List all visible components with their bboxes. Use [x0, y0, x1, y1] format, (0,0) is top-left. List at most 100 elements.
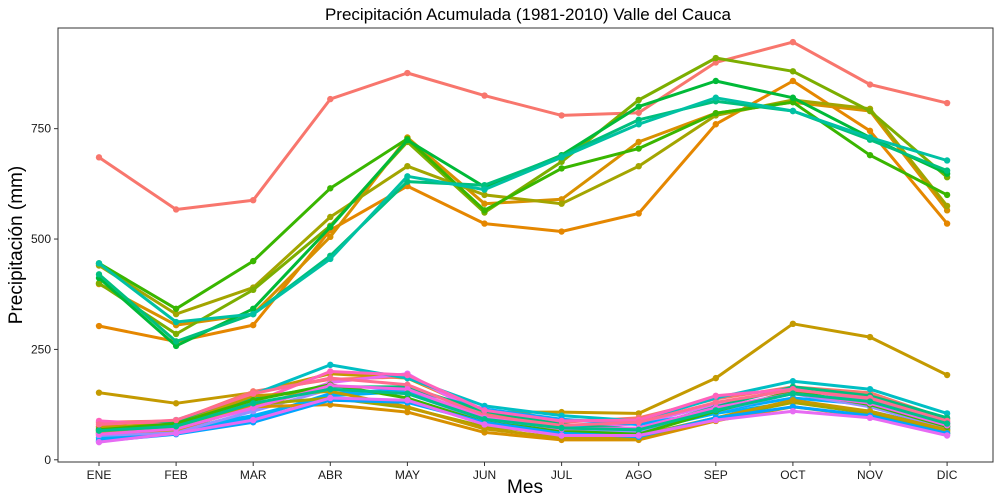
- x-tick-label: ABR: [318, 468, 343, 482]
- data-point: [481, 421, 488, 428]
- data-point: [712, 416, 719, 424]
- data-point: [95, 421, 103, 428]
- data-point: [789, 403, 797, 411]
- data-point: [712, 110, 719, 117]
- series-line: [97, 398, 949, 443]
- data-point: [250, 257, 257, 265]
- data-point: [635, 109, 642, 116]
- y-tick-label: 0: [44, 453, 51, 467]
- data-point: [95, 260, 103, 267]
- data-point: [95, 438, 103, 446]
- data-point: [712, 374, 719, 382]
- data-point: [635, 138, 642, 146]
- data-point: [481, 407, 488, 414]
- y-axis: 0 250 500 750: [31, 122, 58, 467]
- data-point: [789, 320, 797, 328]
- data-point: [712, 59, 719, 66]
- data-point: [635, 162, 642, 170]
- data-point: [404, 403, 411, 411]
- y-tick-label: 500: [31, 232, 51, 246]
- x-axis-title: Mes: [507, 477, 543, 498]
- x-tick-label: OCT: [780, 468, 806, 482]
- data-point: [712, 94, 719, 101]
- data-point: [481, 425, 488, 433]
- series-27: [95, 394, 951, 446]
- series-line: [97, 40, 949, 211]
- data-point: [635, 432, 642, 439]
- series-line: [97, 396, 949, 444]
- data-point: [943, 202, 951, 210]
- data-point: [789, 396, 797, 404]
- data-point: [95, 322, 103, 330]
- x-tick-label: MAR: [240, 468, 267, 482]
- data-point: [635, 103, 642, 110]
- series-line: [97, 389, 949, 441]
- data-point: [866, 81, 874, 88]
- x-tick-label: DIC: [937, 468, 958, 482]
- data-point: [635, 116, 642, 124]
- data-point: [404, 136, 411, 144]
- series-layer: [95, 38, 951, 446]
- data-point: [327, 213, 334, 221]
- data-point: [327, 374, 334, 382]
- data-point: [558, 432, 565, 439]
- x-axis: ENE FEB MAR ABR MAY JUN JUL AGO SEP OCT NOV DIC: [87, 462, 958, 482]
- data-point: [404, 408, 411, 416]
- data-point: [558, 424, 565, 432]
- data-point: [943, 99, 951, 107]
- x-tick-label: AGO: [625, 468, 652, 482]
- data-point: [635, 410, 642, 417]
- data-point: [404, 69, 411, 77]
- data-point: [866, 127, 874, 135]
- data-point: [172, 330, 180, 338]
- data-point: [789, 408, 797, 415]
- data-point: [250, 404, 257, 411]
- data-point: [635, 210, 642, 217]
- data-point: [172, 310, 180, 318]
- series-6: [95, 98, 951, 312]
- data-point: [404, 162, 411, 170]
- data-point: [327, 401, 334, 408]
- data-point: [172, 400, 180, 407]
- data-point: [712, 77, 719, 85]
- data-point: [404, 173, 411, 180]
- data-point: [404, 381, 411, 388]
- data-point: [943, 191, 951, 199]
- data-point: [558, 196, 565, 203]
- data-point: [558, 112, 565, 119]
- x-tick-label: MAY: [395, 468, 420, 482]
- data-point: [250, 310, 257, 318]
- data-point: [481, 207, 488, 214]
- series-line: [97, 387, 949, 433]
- data-point: [481, 415, 488, 423]
- data-point: [943, 220, 951, 227]
- data-point: [712, 407, 719, 414]
- data-point: [481, 200, 488, 207]
- x-tick-label: NOV: [857, 468, 883, 482]
- data-point: [635, 121, 642, 128]
- data-point: [635, 419, 642, 426]
- data-point: [250, 286, 257, 294]
- data-point: [172, 342, 180, 350]
- data-point: [481, 220, 488, 227]
- chart-title: Precipitación Acumulada (1981-2010) Vall…: [325, 5, 732, 24]
- data-point: [789, 77, 797, 85]
- data-point: [172, 416, 180, 424]
- data-point: [172, 430, 180, 437]
- data-point: [789, 94, 797, 101]
- data-point: [866, 151, 874, 159]
- data-point: [712, 54, 719, 62]
- series-line: [97, 376, 949, 427]
- y-axis-title: Precipitación (mm): [6, 166, 27, 324]
- data-point: [327, 95, 334, 103]
- data-point: [712, 392, 719, 399]
- data-point: [172, 206, 180, 213]
- data-point: [866, 385, 874, 393]
- data-point: [789, 98, 797, 106]
- data-point: [327, 255, 334, 263]
- x-tick-label: FEB: [164, 468, 187, 482]
- data-point: [404, 396, 411, 404]
- data-point: [558, 154, 565, 161]
- data-point: [866, 107, 874, 115]
- data-point: [172, 305, 180, 312]
